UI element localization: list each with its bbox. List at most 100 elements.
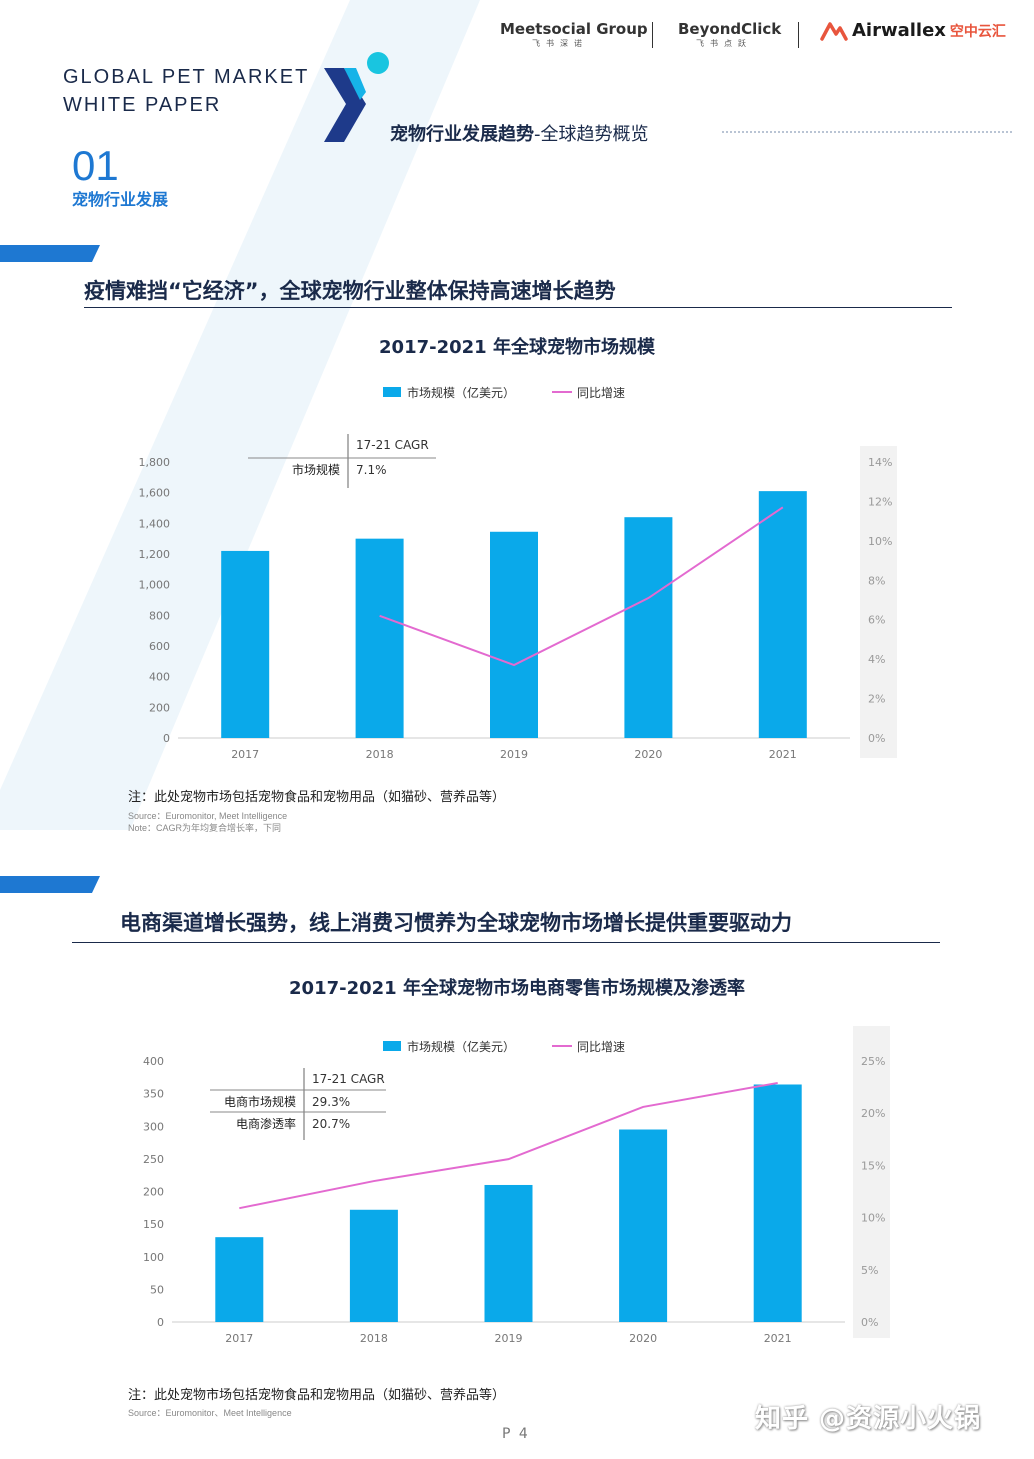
y-left-tick-label: 250 bbox=[143, 1153, 164, 1166]
logo-beyondclick-sub: 飞书点跃 bbox=[696, 39, 752, 48]
section2-rule bbox=[72, 942, 940, 943]
section1-source: Source：Euromonitor, Meet Intelligence bbox=[128, 811, 288, 821]
bar-2019 bbox=[484, 1184, 533, 1322]
bar-2018 bbox=[355, 538, 404, 738]
airwallex-logo-icon bbox=[820, 21, 848, 41]
section2-note: 注：此处宠物市场包括宠物食品和宠物用品（如猫砂、营养品等） bbox=[128, 1388, 506, 1403]
legend-line-label: 同比增速 bbox=[577, 386, 625, 400]
y-right-tick-label: 4% bbox=[868, 653, 885, 666]
logo-beyondclick: BeyondClick 飞书点跃 bbox=[678, 20, 781, 49]
cagr-table-row-label: 市场规模 bbox=[292, 462, 340, 477]
cagr-table-header: 17-21 CAGR bbox=[356, 438, 429, 452]
right-axis-background bbox=[853, 1026, 890, 1338]
logo-airwallex: Airwallex 空中云汇 bbox=[820, 20, 1006, 41]
x-tick-label: 2020 bbox=[634, 748, 662, 761]
y-left-tick-label: 100 bbox=[143, 1251, 164, 1264]
dotted-divider bbox=[722, 131, 1012, 133]
legend-bar-swatch bbox=[383, 387, 401, 397]
section-subtitle-rest: -全球趋势概览 bbox=[534, 124, 649, 145]
x-tick-label: 2019 bbox=[500, 748, 528, 761]
legend-bar-label: 市场规模（亿美元） bbox=[407, 385, 515, 400]
watermark: 知乎 @资源小火锅 bbox=[755, 1404, 982, 1434]
cagr-table-header: 17-21 CAGR bbox=[312, 1072, 385, 1086]
bar-2021 bbox=[758, 491, 807, 738]
y-right-tick-label: 15% bbox=[861, 1159, 885, 1172]
y-right-tick-label: 2% bbox=[868, 693, 885, 706]
chart1-title: 2017-2021 年全球宠物市场规模 bbox=[379, 337, 655, 358]
bar-2021 bbox=[753, 1084, 802, 1322]
y-left-tick-label: 1,800 bbox=[139, 456, 171, 469]
chevron-logo-icon bbox=[324, 52, 389, 142]
section-label: 宠物行业发展 bbox=[72, 190, 169, 209]
y-right-tick-label: 10% bbox=[861, 1212, 885, 1225]
whitepaper-title-line2: WHITE PAPER bbox=[63, 94, 222, 116]
y-left-tick-label: 200 bbox=[143, 1186, 164, 1199]
chart2-title: 2017-2021 年全球宠物市场电商零售市场规模及渗透率 bbox=[289, 978, 745, 999]
logo-divider bbox=[798, 22, 799, 48]
y-left-tick-label: 1,600 bbox=[139, 487, 171, 500]
growth-rate-line bbox=[239, 1081, 778, 1210]
section2-heading: 电商渠道增长强势，线上消费习惯养为全球宠物市场增长提供重要驱动力 bbox=[120, 911, 792, 935]
x-tick-label: 2021 bbox=[764, 1332, 792, 1345]
bar-2018 bbox=[349, 1209, 398, 1322]
y-left-tick-label: 1,400 bbox=[139, 517, 171, 530]
x-tick-label: 2017 bbox=[231, 748, 259, 761]
cagr-table-row-value: 7.1% bbox=[356, 463, 387, 477]
y-right-tick-label: 14% bbox=[868, 456, 892, 469]
section1-rule bbox=[84, 307, 952, 308]
x-tick-label: 2020 bbox=[629, 1332, 657, 1345]
y-left-tick-label: 300 bbox=[143, 1120, 164, 1133]
y-right-tick-label: 10% bbox=[868, 535, 892, 548]
section-number: 01 bbox=[72, 142, 119, 189]
y-right-tick-label: 25% bbox=[861, 1055, 885, 1068]
legend-line-label: 同比增速 bbox=[577, 1040, 625, 1054]
y-right-tick-label: 0% bbox=[861, 1316, 878, 1329]
y-right-tick-label: 0% bbox=[868, 732, 885, 745]
y-left-tick-label: 1,200 bbox=[139, 548, 171, 561]
page-number: P 4 bbox=[502, 1426, 530, 1442]
bar-2020 bbox=[619, 1129, 668, 1322]
cagr-table-row-label: 电商市场规模 bbox=[224, 1094, 296, 1109]
y-right-tick-label: 12% bbox=[868, 495, 892, 508]
bar-2017 bbox=[215, 1237, 264, 1322]
y-left-tick-label: 1,000 bbox=[139, 579, 171, 592]
x-tick-label: 2021 bbox=[769, 748, 797, 761]
whitepaper-title-line1: GLOBAL PET MARKET bbox=[63, 66, 310, 88]
right-axis-background bbox=[860, 446, 897, 758]
legend-bar-label: 市场规模（亿美元） bbox=[407, 1039, 515, 1054]
y-left-tick-label: 400 bbox=[149, 671, 170, 684]
section-subtitle: 宠物行业发展趋势-全球趋势概览 bbox=[390, 120, 649, 146]
y-left-tick-label: 350 bbox=[143, 1088, 164, 1101]
y-right-tick-label: 8% bbox=[868, 574, 885, 587]
y-right-tick-label: 20% bbox=[861, 1107, 885, 1120]
y-left-tick-label: 200 bbox=[149, 701, 170, 714]
cagr-table-row-label: 电商渗透率 bbox=[236, 1116, 296, 1131]
y-right-tick-label: 5% bbox=[861, 1264, 878, 1277]
cagr-table-row-value: 20.7% bbox=[312, 1117, 350, 1131]
x-tick-label: 2017 bbox=[225, 1332, 253, 1345]
y-left-tick-label: 150 bbox=[143, 1218, 164, 1231]
bar-2019 bbox=[490, 531, 538, 738]
growth-rate-line bbox=[379, 506, 784, 667]
logo-meetsocial-name: Meetsocial Group bbox=[500, 20, 648, 38]
section1-heading: 疫情难挡“它经济”，全球宠物行业整体保持高速增长趋势 bbox=[84, 279, 616, 303]
logo-airwallex-name: Airwallex bbox=[852, 20, 946, 41]
bar-2020 bbox=[624, 517, 673, 738]
section1-note: 注：此处宠物市场包括宠物食品和宠物用品（如猫砂、营养品等） bbox=[128, 790, 506, 805]
logo-meetsocial-sub: 飞书深诺 bbox=[532, 39, 588, 48]
logo-airwallex-sub: 空中云汇 bbox=[949, 23, 1006, 40]
y-left-tick-label: 600 bbox=[149, 640, 170, 653]
section-subtitle-bold: 宠物行业发展趋势 bbox=[390, 124, 534, 145]
y-left-tick-label: 50 bbox=[150, 1283, 164, 1296]
legend-bar-swatch bbox=[383, 1041, 401, 1051]
x-tick-label: 2019 bbox=[495, 1332, 523, 1345]
logo-beyondclick-name: BeyondClick bbox=[678, 20, 782, 38]
cagr-table-row-value: 29.3% bbox=[312, 1095, 350, 1109]
y-left-tick-label: 400 bbox=[143, 1055, 164, 1068]
x-tick-label: 2018 bbox=[366, 748, 394, 761]
chart1: 市场规模（亿美元） 同比增速 0 200 400 600 800 1,000 1,200 1,40… bbox=[139, 385, 897, 761]
logo-divider bbox=[652, 22, 653, 48]
y-left-tick-label: 800 bbox=[149, 609, 170, 622]
logo-meetsocial: Meetsocial Group 飞书深诺 bbox=[500, 20, 648, 49]
bar-2017 bbox=[221, 550, 270, 738]
